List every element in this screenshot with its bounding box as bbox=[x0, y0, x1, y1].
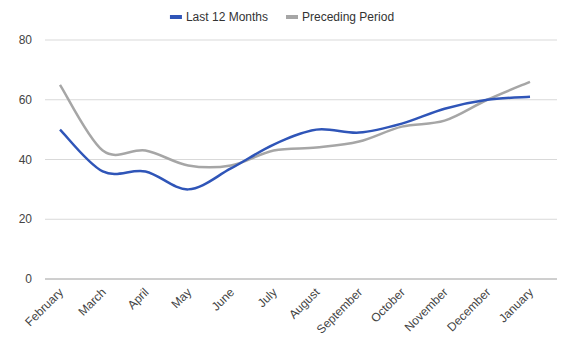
x-tick-label: September bbox=[314, 285, 365, 336]
grid-line bbox=[45, 219, 557, 220]
legend: Last 12 Months Preceding Period bbox=[170, 10, 394, 24]
series-line bbox=[60, 82, 530, 168]
x-tick-label: June bbox=[209, 285, 238, 314]
x-tick-label: July bbox=[255, 285, 280, 310]
chart: 0 20 40 60 80 February March April May June JulyAu… bbox=[0, 0, 564, 344]
x-tick-label: October bbox=[368, 285, 408, 325]
x-tick-label: November bbox=[402, 285, 451, 334]
grid-line bbox=[45, 279, 557, 280]
series-line bbox=[60, 97, 530, 190]
grid-line bbox=[45, 40, 557, 41]
legend-swatch bbox=[170, 15, 182, 19]
legend-label: Last 12 Months bbox=[186, 10, 268, 24]
y-tick-label: 80 bbox=[19, 33, 33, 47]
y-tick-label: 0 bbox=[25, 272, 32, 286]
y-tick-label: 40 bbox=[19, 153, 33, 167]
plot-area bbox=[60, 82, 530, 190]
x-tick-label: April bbox=[125, 285, 152, 312]
x-tick-label: December bbox=[444, 285, 493, 334]
x-tick-label: March bbox=[75, 285, 108, 318]
y-tick-label: 20 bbox=[19, 212, 33, 226]
x-tick-label: January bbox=[496, 285, 536, 325]
x-tick-label: May bbox=[168, 285, 194, 311]
y-tick-label: 60 bbox=[19, 93, 33, 107]
x-tick-label: February bbox=[22, 285, 66, 329]
legend-label: Preceding Period bbox=[302, 10, 394, 24]
grid-line bbox=[45, 159, 557, 160]
legend-swatch bbox=[286, 15, 298, 19]
x-tick-label: August bbox=[286, 285, 323, 322]
